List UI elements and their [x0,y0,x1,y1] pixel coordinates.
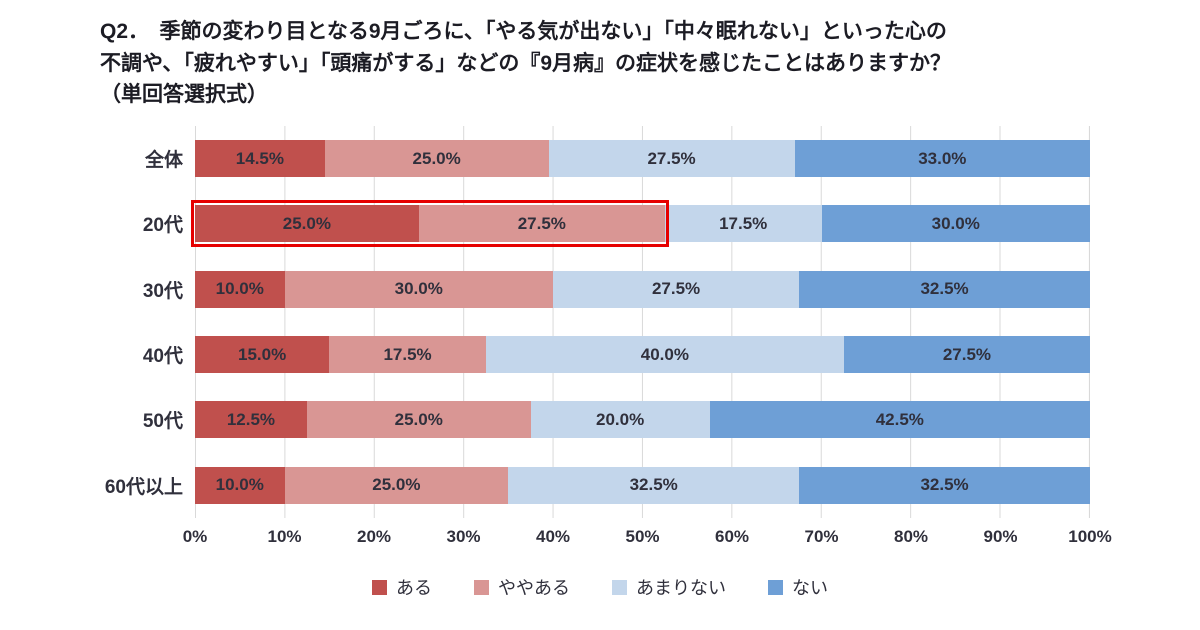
category-label: 20代 [142,215,183,237]
bar-segment: 25.0% [306,401,531,439]
x-axis-tick-label: 90% [983,527,1018,546]
chart-title-line-3: （単回答選択式） [100,83,268,106]
bar-segment: 33.0% [794,140,1090,178]
chart-title-line-2: 不調や、「疲れやすい」「頭痛がする」などの『9月病』の症状を感じたことはあります… [100,51,952,75]
bar-row: 25.0% 27.5% 17.5% 30.0% [191,200,1090,248]
bar-value-label: 17.5% [383,344,432,364]
bar-value-label: 33.0% [918,148,967,168]
bar-value-label: 32.5% [920,279,969,299]
category-label: 全体 [144,150,183,172]
legend-item: あまりない [612,574,726,600]
bar-segment: 10.0% [195,466,285,504]
bar-value-label: 32.5% [629,475,678,495]
bar-value-label: 25.0% [282,213,331,233]
bar-segment: 12.5% [195,401,307,439]
bar-segment: 10.0% [195,270,285,308]
bar-segment: 30.0% [821,205,1090,243]
bar-rows: 14.5% 25.0% 27.5% 33.0% 25.0% 27.5% 17.5% 30.0%… [191,126,1090,518]
x-axis-tick-label: 40% [535,527,571,546]
bar-value-label: 14.5% [235,148,284,168]
bar-row: 15.0% 17.5% 40.0% 27.5% [195,336,1090,374]
bar-segment: 27.5% [843,336,1090,374]
x-axis-tick-label: 10% [267,527,302,546]
category-labels: 全体 20代 30代 40代 50代 60代以上 [0,126,183,518]
bar-value-label: 20.0% [596,409,645,429]
bar-segment: 27.5% [548,140,795,178]
x-axis-tick-label: 60% [714,527,750,546]
x-axis-tick-label: 50% [625,527,660,546]
x-axis-tick-label: 0% [182,527,208,546]
bar-segment: 25.0% [284,466,509,504]
bar-segment: 25.0% [324,140,549,178]
legend-swatch [474,579,489,595]
chart-legend: ある ややある あまりない ない [0,574,1200,600]
bar-segment: 27.5% [418,205,665,243]
bar-value-label: 10.0% [215,279,264,299]
bar-row: 10.0% 30.0% 27.5% 32.5% [195,270,1090,308]
x-axis-tick-label: 30% [446,527,481,546]
category-label: 40代 [142,346,183,368]
bar-segment: 25.0% [195,205,419,243]
bar-segment: 14.5% [195,140,325,178]
bar-segment: 32.5% [508,466,800,504]
bar-row: 14.5% 25.0% 27.5% 33.0% [195,140,1090,178]
bar-row: 10.0% 25.0% 32.5% 32.5% [195,466,1090,504]
x-axis-tick-label: 80% [893,527,929,546]
bar-segment: 20.0% [530,401,710,439]
bar-row: 12.5% 25.0% 20.0% 42.5% [195,401,1090,439]
bar-value-label: 25.0% [412,148,461,168]
bar-segment: 15.0% [195,336,330,374]
x-axis-labels: 0% 10% 20% 30% 40% 50% 60% 70% 80% 90% 100% [183,527,1112,553]
bar-value-label: 27.5% [517,213,566,233]
legend-label: ない [792,578,828,598]
legend-swatch [612,579,627,595]
bar-value-label: 25.0% [372,475,421,495]
x-axis-tick-label: 100% [1068,527,1112,546]
chart-title-line-1: Q2． 季節の変わり目となる9月ごろに、「やる気が出ない」「中々眠れない」といっ… [100,20,947,43]
bar-value-label: 30.0% [931,213,980,233]
bar-value-label: 27.5% [647,148,696,168]
bar-value-label: 40.0% [640,344,689,364]
bar-value-label: 17.5% [719,213,768,233]
bar-value-label: 27.5% [942,344,992,364]
bar-value-label: 32.5% [920,475,969,495]
bar-value-label: 30.0% [394,279,443,299]
bar-value-label: 25.0% [394,409,443,429]
bar-segment: 32.5% [799,270,1090,308]
bar-segment: 32.5% [799,466,1090,504]
bar-value-label: 15.0% [238,344,287,364]
category-label: 30代 [142,280,183,302]
legend-label: ある [396,578,432,598]
legend-label: あまりない [636,578,726,598]
legend-label: ややある [498,578,570,598]
bar-value-label: 12.5% [226,409,276,429]
bar-segment: 17.5% [664,205,822,243]
category-label: 50代 [142,411,183,433]
legend-swatch [768,579,783,595]
x-axis-tick-label: 20% [356,527,392,546]
bar-segment: 17.5% [329,336,486,374]
bar-segment: 40.0% [485,336,844,374]
legend-item: ある [372,574,432,600]
legend-item: ない [768,574,828,600]
legend-item: ややある [474,574,570,600]
bar-value-label: 10.0% [215,475,264,495]
bar-value-label: 27.5% [651,279,701,299]
legend-swatch [372,579,387,595]
stacked-bar-chart: 14.5% 25.0% 27.5% 33.0% 25.0% 27.5% 17.5% 30.0%… [191,126,1090,518]
bar-value-label: 42.5% [875,409,924,429]
x-axis-tick-label: 70% [804,527,839,546]
plot-gridlines [195,126,1090,518]
chart-title: Q2． 季節の変わり目となる9月ごろに、「やる気が出ない」「中々眠れない」といっ… [100,16,1130,111]
bar-segment: 42.5% [709,401,1090,439]
bar-segment: 27.5% [553,270,800,308]
bar-segment: 30.0% [284,270,553,308]
category-label: 60代以上 [104,476,183,498]
